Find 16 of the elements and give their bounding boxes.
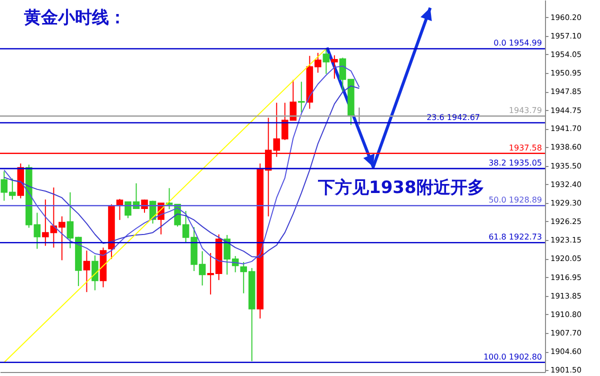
ref-line-label: 0.0 1954.99 — [494, 38, 542, 48]
ref-line-label: 61.8 1922.73 — [488, 232, 542, 242]
ref-line-label: 38.2 1935.05 — [488, 158, 542, 168]
annotation: 下方见1938附近开多 — [317, 178, 484, 198]
text: 黄金小时线： — [23, 8, 126, 28]
candlestick — [322, 48, 330, 74]
ref-line-label: 50.0 1928.89 — [488, 196, 542, 205]
candlestick — [83, 250, 90, 293]
ref-line-label: 1937.58 — [508, 143, 542, 152]
ref-line-label: 23.6 1942.67 — [426, 112, 480, 122]
candlestick — [331, 54, 338, 80]
ref-line-label: 100.0 1902.80 — [483, 352, 542, 362]
ref-line-label: 1943.79 — [508, 106, 542, 116]
candlestick — [141, 199, 148, 214]
candlestick — [298, 81, 305, 113]
candlestick — [92, 254, 98, 291]
